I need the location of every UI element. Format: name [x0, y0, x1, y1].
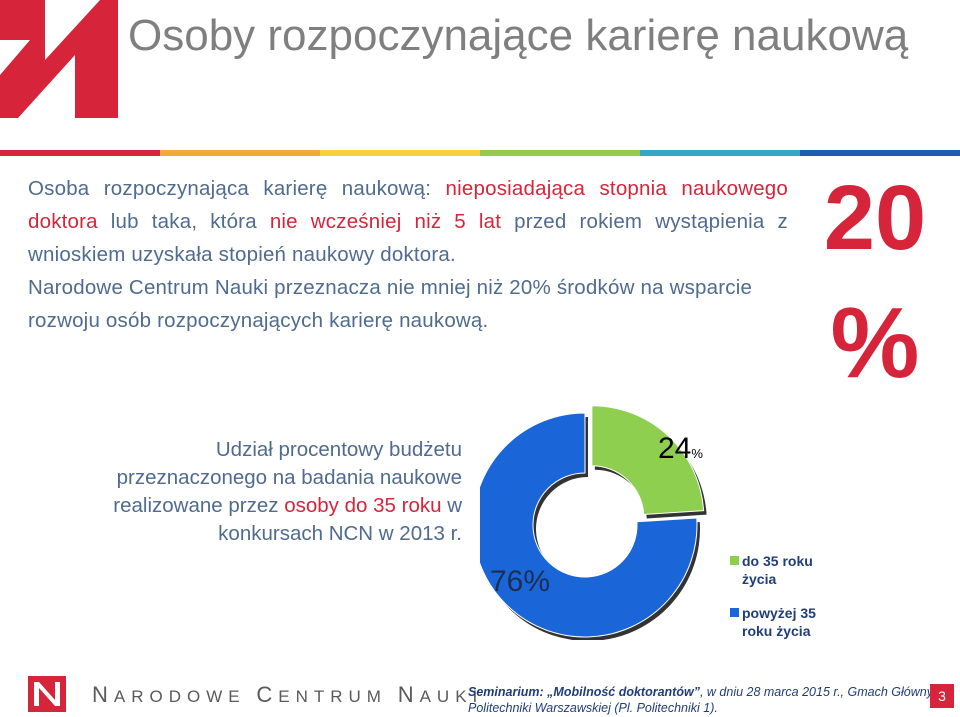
footer-brand: NARODOWE CENTRUM NAUKI — [92, 682, 483, 708]
chart-caption: Udział procentowy budżetu przeznaczonego… — [60, 436, 462, 548]
definition-lead: Osoba rozpoczynająca karierę naukową: — [28, 177, 446, 200]
donut-chart: 24% 76% — [480, 405, 707, 640]
legend-label-older: powyżej 35 roku życia — [742, 605, 816, 639]
definition-paragraph: Osoba rozpoczynająca karierę naukową: ni… — [28, 172, 788, 271]
data-label-older: 76% — [490, 565, 550, 598]
chart-legend: do 35 roku życia powyżej 35 roku życia — [730, 552, 830, 656]
intro-text: Osoba rozpoczynająca karierę naukową: ni… — [28, 172, 788, 337]
big-percent-sign: % — [830, 287, 920, 399]
footer-note-title: Seminarium: „Mobilność doktorantów” — [468, 685, 700, 699]
caption-tail: w konkursach NCN w 2013 r. — [218, 494, 462, 545]
slice-older — [480, 412, 698, 638]
ncn-logo-footer — [28, 676, 66, 712]
legend-swatch-young — [730, 556, 739, 565]
ncn-logo-corner — [0, 0, 118, 118]
data-label-young: 24% — [658, 432, 703, 465]
brand-entrum: ENTRUM — [278, 687, 398, 706]
page-number: 3 — [930, 684, 954, 708]
definition-highlight-1: nieposiadająca stopnia naukowego doktora — [28, 177, 789, 233]
color-band — [0, 150, 960, 156]
brand-arodowe: ARODOWE — [113, 687, 257, 706]
brand-n2: N — [397, 682, 420, 707]
allocation-paragraph: Narodowe Centrum Nauki przeznacza nie mn… — [28, 276, 753, 332]
brand-c: C — [256, 682, 279, 707]
brand-auki: AUKI — [419, 687, 484, 706]
big-percent-number: 20 — [823, 167, 927, 269]
footer-note: Seminarium: „Mobilność doktorantów”, w d… — [468, 684, 938, 716]
definition-middle: lub taka, która — [97, 210, 270, 233]
definition-highlight-2: nie wcześniej niż 5 lat — [269, 210, 502, 233]
slice-young — [591, 405, 705, 515]
big-percent: 20 % — [800, 158, 950, 398]
legend-item-older: powyżej 35 roku życia — [730, 604, 830, 640]
legend-label-young: do 35 roku życia — [742, 553, 813, 587]
brand-n: N — [92, 682, 114, 707]
slide-title: Osoby rozpoczynające karierę naukową — [128, 11, 909, 60]
legend-swatch-older — [730, 608, 739, 617]
footer-note-rest: , w dniu 28 marca 2015 r., Gmach Główny … — [468, 685, 933, 715]
legend-item-young: do 35 roku życia — [730, 552, 830, 588]
caption-lead: Udział procentowy budżetu przeznaczonego… — [113, 438, 462, 517]
caption-highlight: osoby do 35 roku — [284, 494, 442, 517]
definition-tail: przed rokiem wystąpienia z wnioskiem uzy… — [28, 210, 788, 266]
